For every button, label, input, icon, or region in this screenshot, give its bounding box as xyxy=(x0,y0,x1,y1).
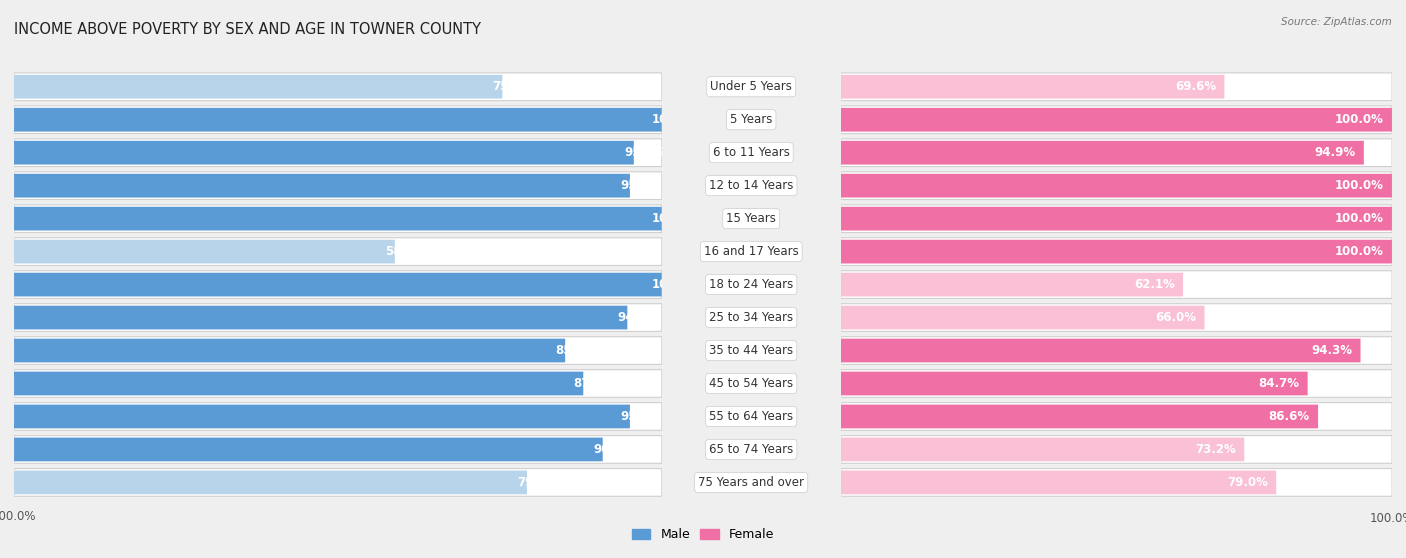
FancyBboxPatch shape xyxy=(14,436,662,463)
FancyBboxPatch shape xyxy=(841,339,1361,362)
FancyBboxPatch shape xyxy=(14,470,527,494)
Text: 6 to 11 Years: 6 to 11 Years xyxy=(713,146,790,159)
FancyBboxPatch shape xyxy=(841,304,1392,331)
FancyBboxPatch shape xyxy=(14,336,662,364)
Text: 18 to 24 Years: 18 to 24 Years xyxy=(709,278,793,291)
Text: 45 to 54 Years: 45 to 54 Years xyxy=(709,377,793,390)
FancyBboxPatch shape xyxy=(14,141,634,165)
FancyBboxPatch shape xyxy=(14,437,603,461)
FancyBboxPatch shape xyxy=(14,205,662,233)
Text: 35 to 44 Years: 35 to 44 Years xyxy=(709,344,793,357)
FancyBboxPatch shape xyxy=(14,207,662,230)
FancyBboxPatch shape xyxy=(841,369,1392,397)
Text: 79.2%: 79.2% xyxy=(517,476,558,489)
Text: Under 5 Years: Under 5 Years xyxy=(710,80,792,93)
Text: 79.0%: 79.0% xyxy=(1227,476,1268,489)
FancyBboxPatch shape xyxy=(841,437,1244,461)
FancyBboxPatch shape xyxy=(14,240,395,263)
Text: 25 to 34 Years: 25 to 34 Years xyxy=(709,311,793,324)
Text: 75.4%: 75.4% xyxy=(492,80,534,93)
FancyBboxPatch shape xyxy=(841,141,1364,165)
FancyBboxPatch shape xyxy=(841,174,1392,198)
FancyBboxPatch shape xyxy=(841,73,1392,100)
FancyBboxPatch shape xyxy=(14,369,662,397)
Text: 84.7%: 84.7% xyxy=(1258,377,1299,390)
Text: 95.7%: 95.7% xyxy=(624,146,665,159)
Text: 16 and 17 Years: 16 and 17 Years xyxy=(704,245,799,258)
FancyBboxPatch shape xyxy=(14,75,502,99)
FancyBboxPatch shape xyxy=(841,108,1392,132)
FancyBboxPatch shape xyxy=(14,238,662,266)
FancyBboxPatch shape xyxy=(841,436,1392,463)
Text: 12 to 14 Years: 12 to 14 Years xyxy=(709,179,793,192)
Text: 100.0%: 100.0% xyxy=(652,212,700,225)
FancyBboxPatch shape xyxy=(841,240,1392,263)
FancyBboxPatch shape xyxy=(841,139,1392,166)
FancyBboxPatch shape xyxy=(841,271,1392,299)
Text: 100.0%: 100.0% xyxy=(652,113,700,126)
FancyBboxPatch shape xyxy=(14,73,662,100)
FancyBboxPatch shape xyxy=(841,205,1392,233)
FancyBboxPatch shape xyxy=(14,306,627,329)
FancyBboxPatch shape xyxy=(841,306,1205,329)
FancyBboxPatch shape xyxy=(841,336,1392,364)
Text: 95.1%: 95.1% xyxy=(620,179,661,192)
Text: INCOME ABOVE POVERTY BY SEX AND AGE IN TOWNER COUNTY: INCOME ABOVE POVERTY BY SEX AND AGE IN T… xyxy=(14,22,481,37)
FancyBboxPatch shape xyxy=(841,106,1392,133)
FancyBboxPatch shape xyxy=(14,339,565,362)
Text: Source: ZipAtlas.com: Source: ZipAtlas.com xyxy=(1281,17,1392,27)
FancyBboxPatch shape xyxy=(841,75,1225,99)
FancyBboxPatch shape xyxy=(14,304,662,331)
Text: 69.6%: 69.6% xyxy=(1175,80,1216,93)
Text: 94.3%: 94.3% xyxy=(1312,344,1353,357)
FancyBboxPatch shape xyxy=(14,271,662,299)
Text: 94.7%: 94.7% xyxy=(617,311,658,324)
FancyBboxPatch shape xyxy=(841,273,1182,296)
Legend: Male, Female: Male, Female xyxy=(627,523,779,546)
Text: 100.0%: 100.0% xyxy=(652,278,700,291)
FancyBboxPatch shape xyxy=(14,172,662,200)
FancyBboxPatch shape xyxy=(14,372,583,396)
Text: 94.9%: 94.9% xyxy=(1315,146,1355,159)
Text: 65 to 74 Years: 65 to 74 Years xyxy=(709,443,793,456)
FancyBboxPatch shape xyxy=(841,207,1392,230)
Text: 100.0%: 100.0% xyxy=(1334,113,1384,126)
FancyBboxPatch shape xyxy=(841,403,1392,430)
FancyBboxPatch shape xyxy=(14,174,630,198)
Text: 5 Years: 5 Years xyxy=(730,113,772,126)
FancyBboxPatch shape xyxy=(841,238,1392,266)
FancyBboxPatch shape xyxy=(14,273,662,296)
Text: 87.9%: 87.9% xyxy=(574,377,614,390)
Text: 58.8%: 58.8% xyxy=(385,245,426,258)
Text: 86.6%: 86.6% xyxy=(1268,410,1310,423)
FancyBboxPatch shape xyxy=(841,470,1277,494)
FancyBboxPatch shape xyxy=(14,405,630,429)
Text: 100.0%: 100.0% xyxy=(1334,179,1384,192)
Text: 15 Years: 15 Years xyxy=(727,212,776,225)
FancyBboxPatch shape xyxy=(841,372,1308,396)
FancyBboxPatch shape xyxy=(14,108,662,132)
Text: 73.2%: 73.2% xyxy=(1195,443,1236,456)
Text: 95.1%: 95.1% xyxy=(620,410,661,423)
FancyBboxPatch shape xyxy=(14,139,662,166)
Text: 90.9%: 90.9% xyxy=(593,443,634,456)
FancyBboxPatch shape xyxy=(841,172,1392,200)
Text: 75 Years and over: 75 Years and over xyxy=(699,476,804,489)
Text: 55 to 64 Years: 55 to 64 Years xyxy=(709,410,793,423)
FancyBboxPatch shape xyxy=(841,405,1317,429)
FancyBboxPatch shape xyxy=(841,469,1392,496)
Text: 85.1%: 85.1% xyxy=(555,344,596,357)
FancyBboxPatch shape xyxy=(14,106,662,133)
Text: 66.0%: 66.0% xyxy=(1156,311,1197,324)
FancyBboxPatch shape xyxy=(14,469,662,496)
Text: 62.1%: 62.1% xyxy=(1133,278,1175,291)
Text: 100.0%: 100.0% xyxy=(1334,212,1384,225)
Text: 100.0%: 100.0% xyxy=(1334,245,1384,258)
FancyBboxPatch shape xyxy=(14,403,662,430)
